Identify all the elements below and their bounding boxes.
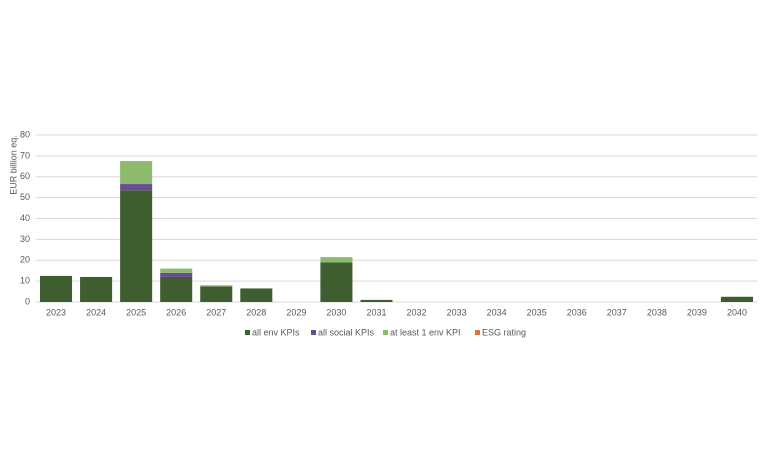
x-tick-label: 2025: [126, 307, 146, 317]
legend-swatch: [475, 330, 480, 335]
x-tick-label: 2036: [567, 307, 587, 317]
legend-label: at least 1 env KPI: [390, 327, 461, 337]
x-tick-label: 2028: [246, 307, 266, 317]
y-tick-label: 60: [20, 171, 30, 181]
x-tick-label: 2040: [727, 307, 747, 317]
bar-segment: [120, 190, 153, 302]
y-axis-label: EUR billion eq.: [8, 135, 18, 195]
x-tick-label: 2038: [647, 307, 667, 317]
bar-segment: [320, 257, 353, 263]
legend-swatch: [311, 330, 316, 335]
bar-segment: [120, 161, 153, 185]
bar-segment: [160, 268, 193, 273]
x-tick-label: 2039: [687, 307, 707, 317]
x-tick-label: 2024: [86, 307, 106, 317]
y-tick-label: 10: [20, 276, 30, 286]
y-tick-label: 30: [20, 234, 30, 244]
x-tick-label: 2026: [166, 307, 186, 317]
x-tick-label: 2023: [46, 307, 66, 317]
y-tick-label: 0: [25, 296, 30, 306]
x-tick-label: 2029: [286, 307, 306, 317]
x-tick-label: 2035: [527, 307, 547, 317]
y-tick-label: 20: [20, 255, 30, 265]
bar-segment: [200, 285, 233, 287]
legend-label: all social KPIs: [318, 327, 375, 337]
bar-segment: [240, 288, 273, 302]
y-tick-label: 50: [20, 192, 30, 202]
legend-swatch: [383, 330, 388, 335]
x-tick-label: 2033: [447, 307, 467, 317]
x-tick-label: 2027: [206, 307, 226, 317]
y-tick-label: 70: [20, 150, 30, 160]
x-tick-label: 2032: [407, 307, 427, 317]
bar-segment: [160, 276, 193, 302]
y-tick-label: 40: [20, 213, 30, 223]
bar-segment: [160, 272, 193, 277]
bar-segment: [200, 286, 233, 302]
x-tick-label: 2034: [487, 307, 507, 317]
legend-swatch: [245, 330, 250, 335]
bar-segment: [360, 299, 393, 302]
x-tick-label: 2030: [326, 307, 346, 317]
bar-segment: [40, 275, 73, 302]
legend-label: all env KPIs: [252, 327, 300, 337]
x-tick-label: 2037: [607, 307, 627, 317]
x-tick-label: 2031: [366, 307, 386, 317]
bar-segment: [320, 262, 353, 302]
bar-segment: [80, 276, 113, 302]
bar-segment: [720, 296, 753, 302]
bar-segment: [120, 184, 153, 191]
legend-label: ESG rating: [482, 327, 526, 337]
y-tick-label: 80: [20, 129, 30, 139]
